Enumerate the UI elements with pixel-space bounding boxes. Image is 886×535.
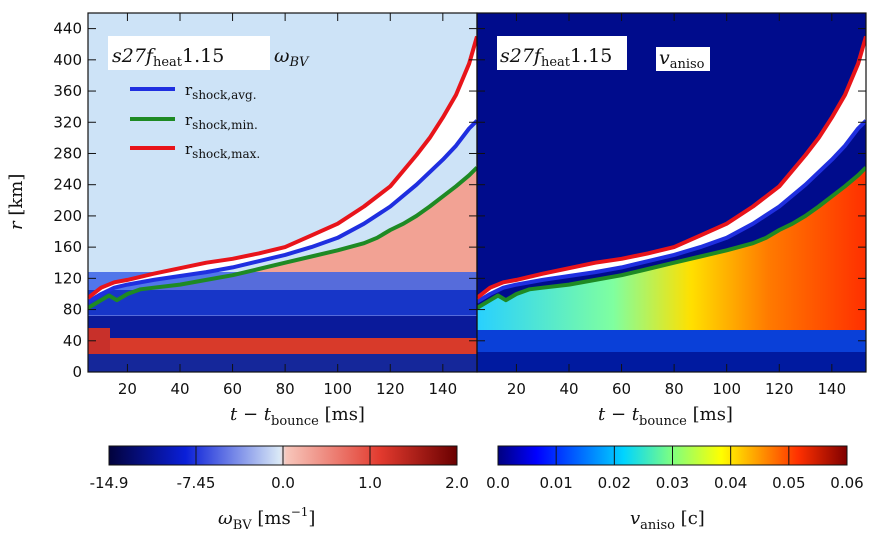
- x-tick-label: 120: [765, 380, 794, 398]
- y-tick-label: 0: [72, 363, 82, 381]
- y-tick-label: 440: [53, 20, 82, 38]
- y-tick-label: 40: [63, 332, 82, 350]
- x-tick-label: 100: [712, 380, 741, 398]
- y-tick-label: 240: [53, 176, 82, 194]
- y-tick-label: 120: [53, 269, 82, 287]
- series-line-avg-L: [88, 119, 477, 304]
- x-tick-label: 40: [559, 380, 578, 398]
- legend-label-min: rshock,min.: [185, 111, 258, 132]
- y-tick-label: 200: [53, 207, 82, 225]
- series-line-max-R: [477, 35, 866, 300]
- colorbar-tick-label: -7.45: [177, 474, 216, 492]
- left-dark-band: [88, 316, 477, 338]
- colorbar-tick-label: 0.01: [539, 474, 572, 492]
- y-tick-label: 320: [53, 113, 82, 131]
- left-colorbar-label: ωBV [ms−1]: [218, 505, 315, 533]
- right-bottom-band: [477, 352, 866, 372]
- right-heatmap: [477, 13, 866, 372]
- right-colorbar-ticks: 0.0 0.01 0.02 0.03 0.04 0.05 0.06: [486, 446, 864, 492]
- left-red-band: [88, 338, 477, 354]
- colorbar-tick-label: 1.0: [358, 474, 382, 492]
- x-tick-label: 120: [376, 380, 405, 398]
- right-xlabel: t − tbounce [ms]: [598, 404, 733, 429]
- right-plot-frame: [476, 12, 867, 373]
- left-model-label: s27fheat1.15: [112, 45, 224, 70]
- x-tick-label: 100: [323, 380, 352, 398]
- series-line-min-L: [88, 166, 477, 310]
- x-tick-label: 60: [612, 380, 631, 398]
- ylabel: r [km]: [6, 174, 27, 230]
- series-line-avg-R: [477, 119, 866, 304]
- left-axis-ticks: 20 40 60 80 100 120 140 0 40 80 120 160 200 240 280 320…: [53, 13, 477, 398]
- y-tick-label: 280: [53, 144, 82, 162]
- left-bottom-band: [88, 354, 477, 372]
- right-model-label: s27fheat1.15: [500, 45, 612, 70]
- colorbar-tick-label: 0.03: [656, 474, 689, 492]
- x-tick-label: 60: [223, 380, 242, 398]
- x-tick-label: 140: [818, 380, 847, 398]
- series-line-max-L: [88, 35, 477, 300]
- y-tick-label: 80: [63, 301, 82, 319]
- x-tick-label: 80: [276, 380, 295, 398]
- x-tick-label: 20: [507, 380, 526, 398]
- right-model-label-box: [497, 36, 627, 70]
- colorbar-tick-label: 0.0: [271, 474, 295, 492]
- colorbar-tick-label: 0.06: [830, 474, 863, 492]
- left-colorbar-ticks: -14.9 -7.45 0.0 1.0 2.0: [90, 446, 469, 492]
- left-model-label-box: [108, 36, 270, 70]
- right-axis-ticks: 20 40 60 80 100 120 140: [477, 13, 866, 398]
- left-shock-curves: [88, 35, 477, 310]
- y-tick-label: 400: [53, 51, 82, 69]
- x-tick-label: 80: [665, 380, 684, 398]
- x-tick-label: 140: [429, 380, 458, 398]
- x-tick-label: 40: [170, 380, 189, 398]
- colorbar-tick-label: 0.0: [486, 474, 510, 492]
- colorbar-tick-label: -14.9: [90, 474, 129, 492]
- right-colorbar-label: vaniso [c]: [630, 508, 705, 533]
- colorbar-tick-label: 0.05: [772, 474, 805, 492]
- right-quantity-label: vaniso: [659, 47, 705, 72]
- right-quantity-label-box: [656, 47, 710, 71]
- y-tick-label: 160: [53, 238, 82, 256]
- colorbar-tick-label: 0.04: [714, 474, 747, 492]
- left-early-red-blob: [88, 328, 110, 354]
- right-shock-curves: [477, 35, 866, 310]
- y-tick-label: 360: [53, 82, 82, 100]
- x-tick-label: 20: [118, 380, 137, 398]
- left-xlabel: t − tbounce [ms]: [230, 404, 365, 429]
- colorbar-tick-label: 2.0: [445, 474, 469, 492]
- left-deep-band: [88, 290, 477, 315]
- legend-label-avg: rshock,avg.: [185, 81, 257, 102]
- right-postshock-region: [477, 167, 866, 372]
- legend: rshock,avg. rshock,min. rshock,max.: [130, 81, 260, 161]
- legend-label-max: rshock,max.: [185, 140, 260, 161]
- colorbar-tick-label: 0.02: [598, 474, 631, 492]
- series-line-min-R: [477, 166, 866, 310]
- left-heatmap: [88, 13, 477, 372]
- left-quantity-label: ωBV: [274, 45, 310, 70]
